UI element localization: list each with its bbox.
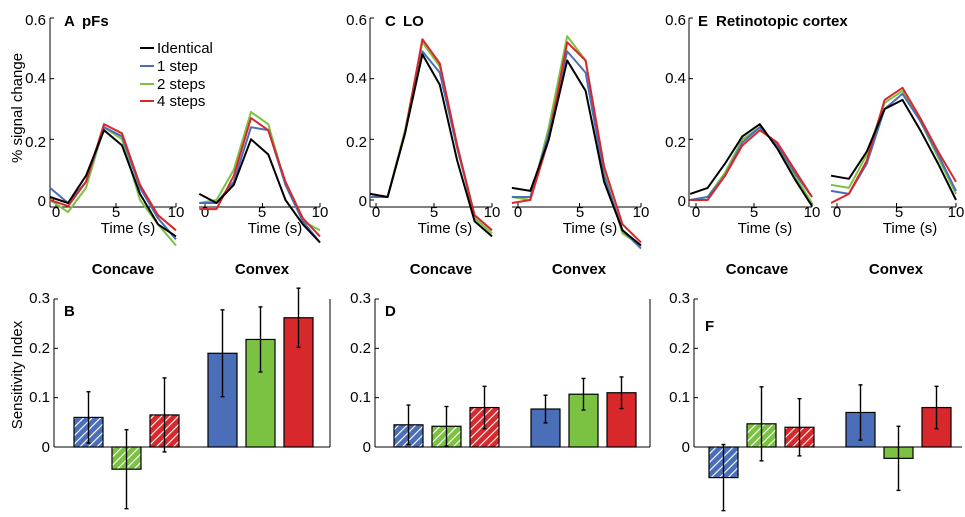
y-tick-label: 0.4 [665,70,686,87]
x-tick-label: 0 [201,204,209,221]
x-tick-label: 0 [833,204,841,221]
condition-label-concave: Concave [410,261,473,278]
condition-label-convex: Convex [235,261,290,278]
y-tick-label: 0 [682,439,690,456]
line-panel-E: E Retinotopic cortex 0.6 0.4 0.2 0 0 5 1… [665,12,964,278]
y-tick-label: 0.2 [346,134,367,151]
y-tick-label: 0.2 [25,134,46,151]
y-tick-label: 0.6 [25,12,46,29]
series-line-c-convex-identical [511,59,642,247]
legend-label-identical: Identical [157,40,213,57]
series-line-c-concave-identical [370,53,493,238]
series-line-e-concave-4-steps [690,129,813,201]
panel-label-d: D [385,303,396,320]
y-tick-label: 0 [38,193,46,210]
series-line-e-convex-4-steps [830,86,957,204]
y-tick-label: 0.6 [665,12,686,29]
x-tick-label: 5 [112,204,120,221]
y-tick-label: 0 [678,193,686,210]
y-tick-label: 0.4 [25,70,46,87]
condition-label-concave: Concave [92,261,155,278]
y-tick-label: 0.2 [665,134,686,151]
chart-marks [49,17,962,512]
bar-panel-B: B Sensitivity Index 0.3 0.2 0.1 0 [9,290,75,456]
panel-label-e: E [698,13,708,30]
bar-d-convex-2-steps [568,393,599,448]
series-line-a-concave-4-steps [49,123,177,232]
y-tick-label: 0.1 [350,389,371,406]
x-axis-label: Time (s) [418,220,472,237]
panel-label-c: C [385,13,396,30]
legend-label-2-steps: 2 steps [157,76,205,93]
bar-panel-F: F 0.3 0.2 0.1 0 [669,290,714,456]
series-line-a-convex-identical [198,138,321,244]
x-axis-label: Time (s) [248,220,302,237]
y-tick-label: 0.4 [346,70,367,87]
line-panel-A: A pFs % signal change 0.6 0.4 0.2 0 0 5 … [9,12,328,278]
condition-label-convex: Convex [552,261,607,278]
y-tick-label: 0.6 [346,12,367,29]
x-tick-label: 5 [430,204,438,221]
x-axis-label: Time (s) [738,220,792,237]
x-tick-label: 10 [633,204,650,221]
panel-label-b: B [64,303,75,320]
line-panel-C: C LO 0.6 0.4 0.2 0 0 5 10 0 5 10 Time (s… [346,12,649,278]
y-tick-label: 0.1 [669,389,690,406]
y-tick-label: 0 [42,439,50,456]
x-tick-label: 10 [168,204,185,221]
series-line-c-convex-4-steps [511,41,642,244]
panel-region-pfs: pFs [82,13,109,30]
condition-label-concave: Concave [726,261,789,278]
series-line-e-convex-2-steps [830,89,957,195]
y-tick-label: 0.3 [669,290,690,307]
x-tick-label: 10 [804,204,821,221]
x-tick-label: 0 [372,204,380,221]
y-axis-label: % signal change [9,53,26,163]
y-tick-label: 0 [363,439,371,456]
x-tick-label: 10 [948,204,965,221]
panel-label-a: A [64,13,75,30]
series-line-e-concave-identical [689,123,813,207]
y-tick-label: 0 [359,193,367,210]
x-tick-label: 5 [750,204,758,221]
x-axis-label: Time (s) [101,220,155,237]
x-tick-label: 5 [895,204,903,221]
legend: Identical 1 step 2 steps 4 steps [140,40,213,110]
legend-label-1-step: 1 step [157,58,198,75]
x-tick-label: 5 [576,204,584,221]
y-tick-label: 0.3 [350,290,371,307]
legend-label-4-steps: 4 steps [157,93,205,110]
panel-region-retinotopic-cortex: Retinotopic cortex [716,13,848,30]
x-axis-label: Time (s) [563,220,617,237]
y-tick-label: 0.1 [29,389,50,406]
x-tick-label: 10 [312,204,329,221]
x-tick-label: 5 [258,204,266,221]
y-tick-label: 0.2 [669,340,690,357]
x-tick-label: 0 [52,204,60,221]
bar-panel-D: D 0.3 0.2 0.1 0 [350,290,396,456]
series-line-a-concave-identical [49,129,177,238]
y-tick-label: 0.3 [29,290,50,307]
x-axis-label: Time (s) [883,220,937,237]
panel-region-lo: LO [403,13,424,30]
panel-label-f: F [705,318,714,335]
series-line-e-concave-1-step [690,126,813,201]
series-line-a-convex-4-steps [199,117,321,238]
condition-label-convex: Convex [869,261,924,278]
series-line-e-convex-identical [830,98,957,201]
bar-d-convex-4-steps [606,392,637,448]
x-tick-label: 10 [484,204,501,221]
y-tick-label: 0.2 [29,340,50,357]
y-axis-label: Sensitivity Index [9,320,26,429]
x-tick-label: 0 [692,204,700,221]
x-tick-label: 0 [514,204,522,221]
y-tick-label: 0.2 [350,340,371,357]
